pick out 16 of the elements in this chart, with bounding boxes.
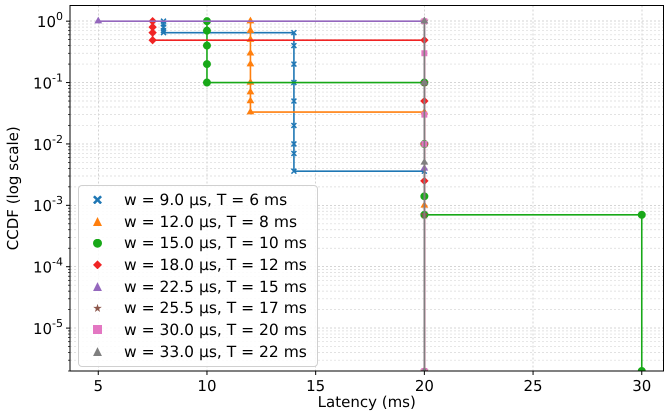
x-tick-label: 25 (524, 376, 543, 395)
x-tick-label: 30 (632, 376, 652, 395)
legend-label: w = 22.5 μs, T = 15 ms (124, 278, 307, 296)
legend-label: w = 12.0 μs, T = 8 ms (124, 212, 298, 231)
x-tick-label: 15 (306, 376, 326, 395)
y-axis-title: CCDF (log scale) (4, 126, 22, 250)
x-tick-label: 20 (414, 376, 434, 395)
legend-label: w = 25.5 μs, T = 17 ms (124, 299, 307, 318)
legend-label: w = 33.0 μs, T = 22 ms (124, 342, 307, 361)
legend-label: w = 15.0 μs, T = 10 ms (124, 234, 307, 252)
x-tick-label: 5 (93, 376, 104, 395)
x-axis-title: Latency (ms) (318, 392, 416, 411)
legend-label: w = 30.0 μs, T = 20 ms (124, 320, 307, 339)
legend-label: w = 18.0 μs, T = 12 ms (124, 256, 307, 274)
x-tick-label: 10 (197, 376, 217, 395)
legend-label: w = 9.0 μs, T = 6 ms (124, 190, 288, 209)
